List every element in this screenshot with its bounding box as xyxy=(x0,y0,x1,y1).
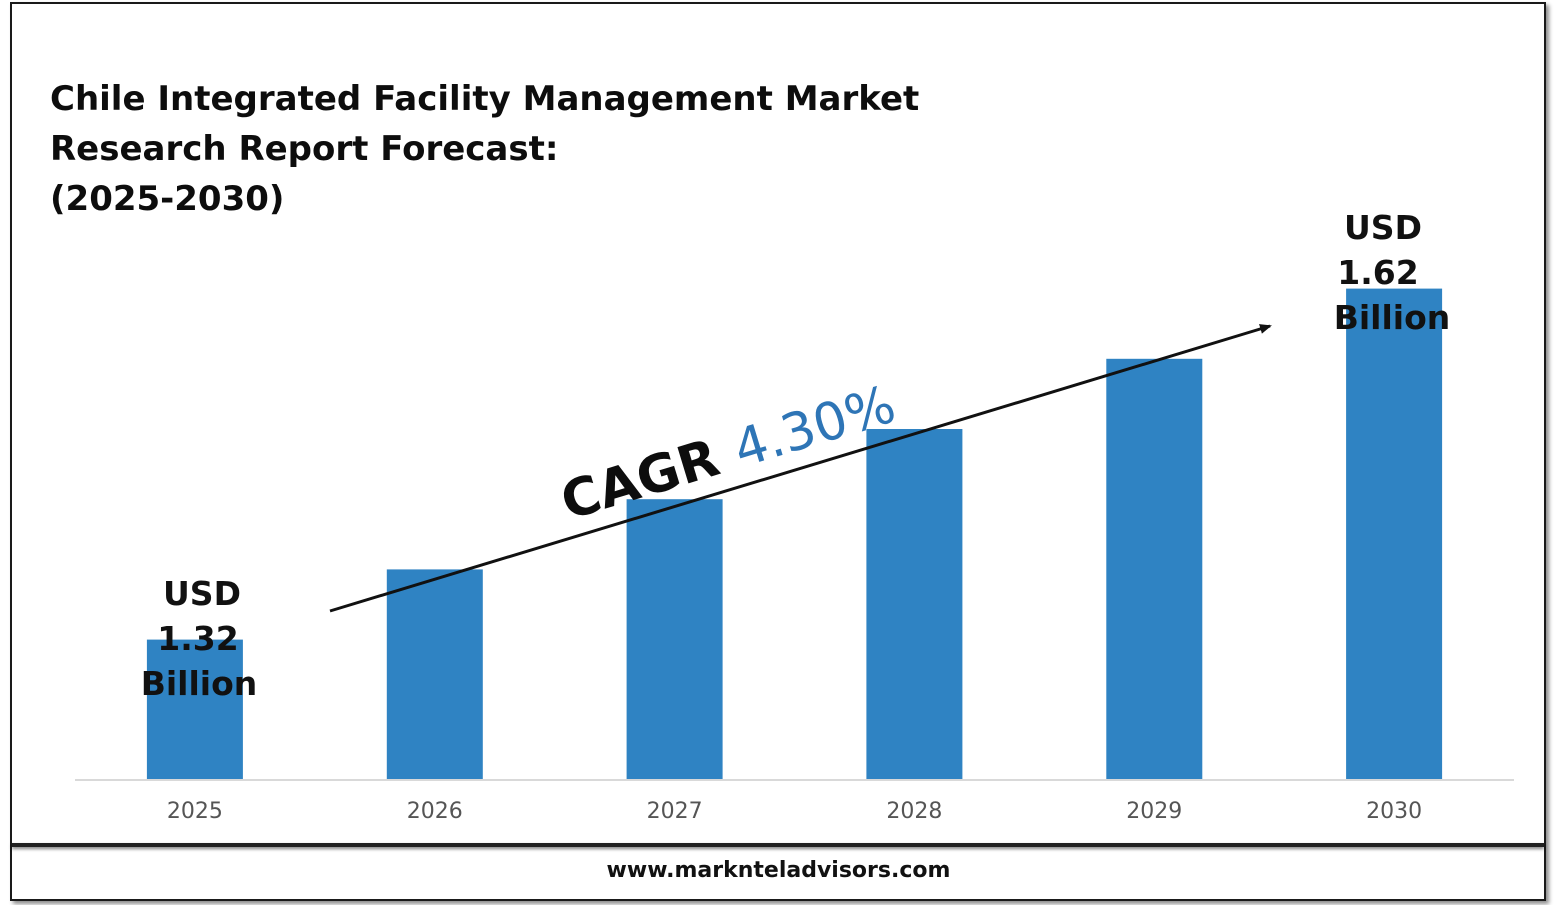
x-tick-label: 2028 xyxy=(886,799,942,824)
bar-2027 xyxy=(626,499,723,780)
x-tick-labels: 2025 2026 2027 2028 2029 2030 xyxy=(167,799,1422,824)
start-annotation-line-3: Billion xyxy=(141,664,258,703)
start-annotation-line-1: USD xyxy=(163,574,241,613)
bar-2026 xyxy=(386,569,483,780)
start-value-annotation: USD 1.32 Billion xyxy=(141,574,258,703)
end-value-annotation: USD 1.62 Billion xyxy=(1334,208,1451,337)
x-tick-label: 2029 xyxy=(1126,799,1182,824)
bar-2030 xyxy=(1346,288,1443,780)
x-tick-label: 2027 xyxy=(647,799,703,824)
bar-2028 xyxy=(866,429,963,780)
title-line-1: Chile Integrated Facility Management Mar… xyxy=(50,79,920,119)
bar-2029 xyxy=(1106,358,1203,780)
chart-title: Chile Integrated Facility Management Mar… xyxy=(50,74,919,224)
trend-arrow xyxy=(329,324,1272,613)
bars-group xyxy=(146,288,1443,780)
chart-frame xyxy=(10,2,1546,901)
title-line-3: (2025-2030) xyxy=(50,179,285,219)
x-tick-label: 2030 xyxy=(1366,799,1422,824)
x-tick-label: 2026 xyxy=(407,799,463,824)
footer-divider xyxy=(12,843,1544,847)
bar-2025 xyxy=(146,639,243,780)
x-tick-label: 2025 xyxy=(167,799,223,824)
title-line-2: Research Report Forecast: xyxy=(50,129,559,169)
start-annotation-line-2: 1.32 xyxy=(157,619,238,658)
end-annotation-line-3: Billion xyxy=(1334,298,1451,337)
footer-website-link[interactable]: www.marknteladvisors.com xyxy=(606,858,951,883)
end-annotation-line-1: USD xyxy=(1344,208,1422,247)
end-annotation-line-2: 1.62 xyxy=(1337,253,1418,292)
